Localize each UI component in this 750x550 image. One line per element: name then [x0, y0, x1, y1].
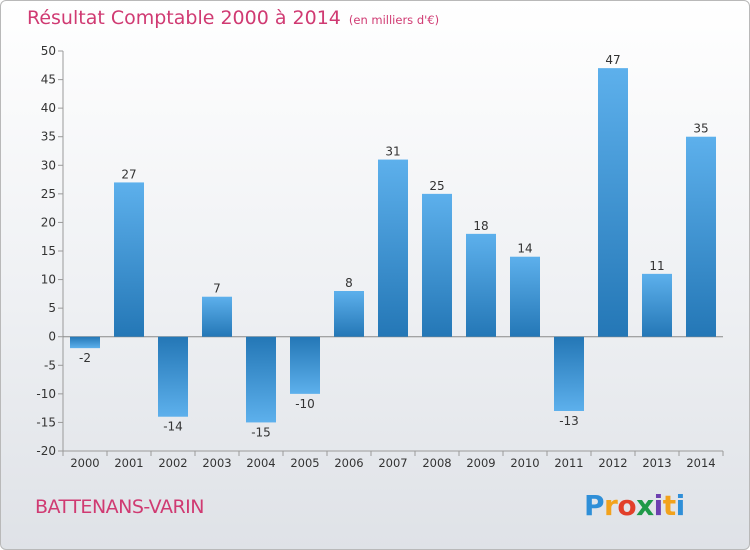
- logo-letter: o: [617, 489, 637, 522]
- bar: [202, 296, 232, 337]
- bar: [246, 336, 276, 423]
- city-name: BATTENANS-VARIN: [35, 496, 204, 518]
- logo-letter: i: [653, 489, 664, 522]
- bar: [114, 182, 144, 337]
- logo-letter: P: [584, 489, 605, 522]
- x-tick-label: 2007: [378, 456, 407, 470]
- x-tick-label: 2008: [422, 456, 451, 470]
- data-label: -10: [295, 397, 315, 411]
- bar: [642, 273, 672, 337]
- data-label: 18: [473, 219, 488, 233]
- x-tick-label: 2002: [158, 456, 187, 470]
- x-tick-label: 2006: [334, 456, 363, 470]
- data-label: -2: [79, 351, 91, 365]
- y-tick-label: 15: [41, 244, 56, 258]
- data-label: 27: [121, 167, 136, 181]
- bar: [686, 136, 716, 337]
- data-label: 8: [345, 276, 353, 290]
- y-tick-label: -10: [36, 387, 56, 401]
- x-tick-label: 2013: [642, 456, 671, 470]
- y-tick-label: 20: [41, 215, 56, 229]
- proxiti-logo[interactable]: Proxiti: [584, 489, 685, 522]
- chart-title: Résultat Comptable 2000 à 2014 (en millie…: [27, 7, 439, 29]
- bar: [378, 159, 408, 337]
- data-label: 11: [649, 259, 664, 273]
- bar: [466, 233, 496, 337]
- data-label: -13: [559, 414, 579, 428]
- x-tick-label: 2005: [290, 456, 319, 470]
- x-tick-label: 2010: [510, 456, 539, 470]
- data-label: 31: [385, 145, 400, 159]
- logo-letter: t: [662, 489, 676, 522]
- bar: [510, 256, 540, 337]
- y-tick-label: -5: [44, 358, 56, 372]
- data-label: 35: [693, 122, 708, 136]
- data-label: 7: [213, 282, 221, 296]
- y-tick-label: 45: [41, 73, 56, 87]
- y-tick-label: 30: [41, 158, 56, 172]
- x-tick-label: 2014: [686, 456, 715, 470]
- bar: [554, 336, 584, 411]
- y-tick-label: 40: [41, 101, 56, 115]
- bar: [598, 68, 628, 337]
- data-label: 47: [605, 53, 620, 67]
- chart-unit: (en milliers d'€): [348, 13, 440, 27]
- x-tick-label: 2009: [466, 456, 495, 470]
- x-tick-label: 2012: [598, 456, 627, 470]
- logo-letter: x: [636, 489, 654, 522]
- x-tick-label: 2011: [554, 456, 583, 470]
- y-tick-label: 0: [48, 330, 56, 344]
- bar: [70, 336, 100, 349]
- logo-letter: r: [604, 489, 618, 522]
- logo-letter: i: [675, 489, 686, 522]
- x-tick-label: 2000: [70, 456, 99, 470]
- bar: [290, 336, 320, 394]
- data-label: 14: [517, 242, 532, 256]
- data-label: 25: [429, 179, 444, 193]
- x-tick-label: 2001: [114, 456, 143, 470]
- y-tick-label: -15: [36, 415, 56, 429]
- y-tick-label: 10: [41, 273, 56, 287]
- bar: [422, 193, 452, 337]
- data-label: -15: [251, 425, 271, 439]
- chart-title-text: Résultat Comptable 2000 à 2014: [27, 7, 341, 29]
- data-label: -14: [163, 420, 183, 434]
- y-tick-label: 35: [41, 130, 56, 144]
- y-tick-label: -20: [36, 444, 56, 458]
- x-tick-label: 2003: [202, 456, 231, 470]
- x-tick-label: 2004: [246, 456, 275, 470]
- bar: [158, 336, 188, 417]
- y-tick-label: 25: [41, 187, 56, 201]
- bar: [334, 291, 364, 337]
- y-tick-label: 5: [48, 301, 56, 315]
- y-tick-label: 50: [41, 44, 56, 58]
